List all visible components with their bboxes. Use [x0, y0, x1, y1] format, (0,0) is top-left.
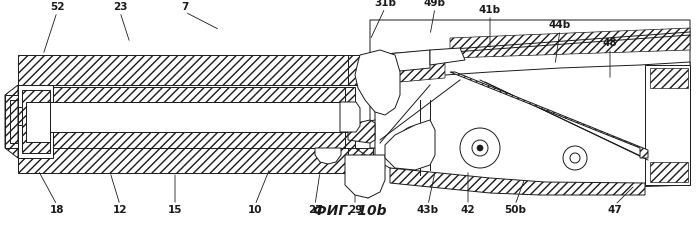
Text: 27: 27 — [308, 205, 322, 215]
Polygon shape — [348, 120, 375, 143]
Text: 7: 7 — [181, 2, 189, 12]
Bar — [50, 132, 345, 148]
Circle shape — [460, 128, 500, 168]
Text: ФИГ. 10b: ФИГ. 10b — [312, 204, 387, 218]
Text: 15: 15 — [168, 205, 182, 215]
Circle shape — [472, 140, 488, 156]
Polygon shape — [430, 48, 465, 65]
Bar — [18, 55, 348, 85]
Circle shape — [570, 153, 580, 163]
Polygon shape — [375, 50, 430, 78]
Polygon shape — [450, 28, 690, 58]
Bar — [348, 148, 373, 173]
Polygon shape — [340, 102, 360, 132]
Bar — [18, 85, 53, 158]
Text: 47: 47 — [607, 205, 622, 215]
Polygon shape — [390, 168, 645, 195]
Polygon shape — [345, 155, 385, 198]
Text: 52: 52 — [50, 2, 64, 12]
Text: 18: 18 — [50, 205, 64, 215]
Text: 41b: 41b — [479, 5, 501, 15]
Polygon shape — [450, 72, 648, 158]
Bar — [348, 55, 393, 85]
Bar — [345, 87, 355, 102]
Polygon shape — [385, 120, 435, 170]
Bar — [645, 65, 690, 185]
Bar — [18, 107, 26, 125]
Bar — [50, 87, 345, 102]
Text: 31b: 31b — [374, 0, 396, 8]
Polygon shape — [5, 95, 18, 148]
Text: 12: 12 — [113, 205, 127, 215]
Polygon shape — [355, 50, 400, 115]
Text: 49b: 49b — [424, 0, 446, 8]
Bar — [22, 90, 50, 153]
Bar — [26, 102, 50, 142]
Text: 29: 29 — [348, 205, 362, 215]
Polygon shape — [315, 148, 341, 164]
Circle shape — [563, 146, 587, 170]
Text: 44b: 44b — [549, 20, 571, 30]
Bar — [50, 102, 340, 132]
Text: 43b: 43b — [417, 205, 439, 215]
Text: 48: 48 — [603, 38, 617, 48]
Text: 50b: 50b — [504, 205, 526, 215]
Polygon shape — [370, 20, 690, 148]
Polygon shape — [375, 62, 690, 190]
Circle shape — [477, 145, 483, 151]
Text: 42: 42 — [461, 205, 475, 215]
Polygon shape — [5, 85, 18, 158]
Text: 23: 23 — [113, 2, 127, 12]
Bar — [18, 148, 348, 173]
Bar — [18, 107, 22, 125]
Text: 10: 10 — [247, 205, 262, 215]
Bar — [345, 132, 355, 148]
Bar — [650, 162, 688, 182]
Polygon shape — [395, 62, 445, 82]
Bar — [650, 68, 688, 88]
